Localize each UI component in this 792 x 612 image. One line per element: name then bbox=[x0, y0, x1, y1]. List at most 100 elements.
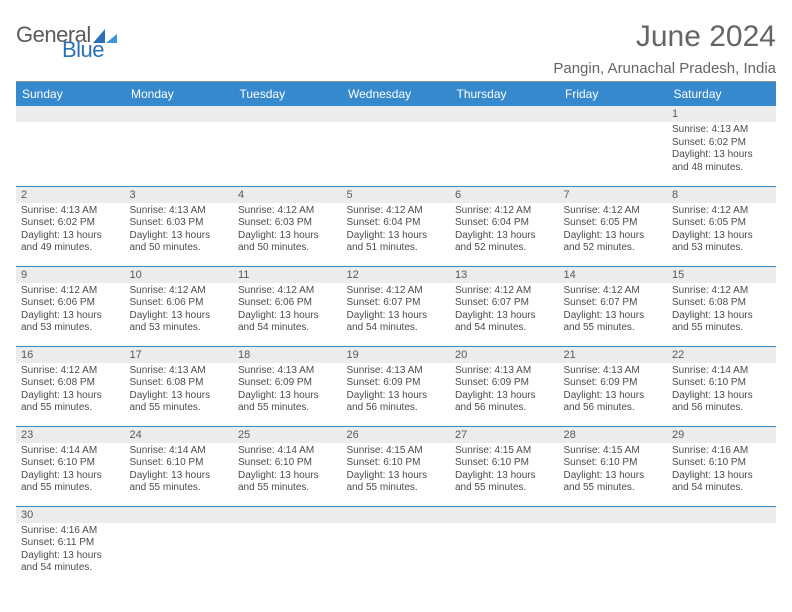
sunrise-text: Sunrise: 4:12 AM bbox=[672, 285, 771, 298]
day-number: 19 bbox=[342, 347, 451, 363]
sunset-text: Sunset: 6:08 PM bbox=[672, 297, 771, 310]
daylight-text-2: and 52 minutes. bbox=[564, 242, 663, 255]
calendar-day-cell: 4Sunrise: 4:12 AMSunset: 6:03 PMDaylight… bbox=[233, 186, 342, 266]
day-number: 30 bbox=[16, 507, 125, 523]
daylight-text-2: and 53 minutes. bbox=[130, 322, 229, 335]
weekday-header: Thursday bbox=[450, 82, 559, 106]
calendar-day-cell bbox=[342, 506, 451, 586]
daylight-text-2: and 56 minutes. bbox=[347, 402, 446, 415]
day-number: 25 bbox=[233, 427, 342, 443]
weekday-header: Monday bbox=[125, 82, 234, 106]
sunset-text: Sunset: 6:06 PM bbox=[21, 297, 120, 310]
weekday-header-row: SundayMondayTuesdayWednesdayThursdayFrid… bbox=[16, 82, 776, 106]
daylight-text-2: and 54 minutes. bbox=[455, 322, 554, 335]
day-details: Sunrise: 4:15 AMSunset: 6:10 PMDaylight:… bbox=[559, 443, 668, 498]
daylight-text-1: Daylight: 13 hours bbox=[130, 390, 229, 403]
day-details: Sunrise: 4:12 AMSunset: 6:04 PMDaylight:… bbox=[342, 203, 451, 258]
sunrise-text: Sunrise: 4:12 AM bbox=[347, 285, 446, 298]
daylight-text-2: and 55 minutes. bbox=[21, 482, 120, 495]
day-number bbox=[342, 106, 451, 122]
calendar-day-cell: 12Sunrise: 4:12 AMSunset: 6:07 PMDayligh… bbox=[342, 266, 451, 346]
calendar-week-row: 16Sunrise: 4:12 AMSunset: 6:08 PMDayligh… bbox=[16, 346, 776, 426]
daylight-text-1: Daylight: 13 hours bbox=[672, 390, 771, 403]
day-number: 5 bbox=[342, 187, 451, 203]
calendar-week-row: 2Sunrise: 4:13 AMSunset: 6:02 PMDaylight… bbox=[16, 186, 776, 266]
day-details: Sunrise: 4:14 AMSunset: 6:10 PMDaylight:… bbox=[16, 443, 125, 498]
calendar-day-cell: 19Sunrise: 4:13 AMSunset: 6:09 PMDayligh… bbox=[342, 346, 451, 426]
weekday-header: Friday bbox=[559, 82, 668, 106]
sunrise-text: Sunrise: 4:13 AM bbox=[347, 365, 446, 378]
day-details bbox=[342, 523, 451, 528]
daylight-text-1: Daylight: 13 hours bbox=[21, 470, 120, 483]
calendar-day-cell: 9Sunrise: 4:12 AMSunset: 6:06 PMDaylight… bbox=[16, 266, 125, 346]
sunrise-text: Sunrise: 4:12 AM bbox=[238, 205, 337, 218]
calendar-day-cell: 20Sunrise: 4:13 AMSunset: 6:09 PMDayligh… bbox=[450, 346, 559, 426]
day-details: Sunrise: 4:12 AMSunset: 6:06 PMDaylight:… bbox=[16, 283, 125, 338]
daylight-text-2: and 50 minutes. bbox=[130, 242, 229, 255]
day-details bbox=[233, 122, 342, 127]
daylight-text-1: Daylight: 13 hours bbox=[238, 390, 337, 403]
calendar-day-cell: 24Sunrise: 4:14 AMSunset: 6:10 PMDayligh… bbox=[125, 426, 234, 506]
day-details: Sunrise: 4:13 AMSunset: 6:09 PMDaylight:… bbox=[450, 363, 559, 418]
day-details: Sunrise: 4:15 AMSunset: 6:10 PMDaylight:… bbox=[450, 443, 559, 498]
day-details: Sunrise: 4:12 AMSunset: 6:07 PMDaylight:… bbox=[559, 283, 668, 338]
day-details: Sunrise: 4:13 AMSunset: 6:02 PMDaylight:… bbox=[16, 203, 125, 258]
calendar-day-cell bbox=[125, 106, 234, 186]
daylight-text-1: Daylight: 13 hours bbox=[21, 310, 120, 323]
brand-logo: General Blue bbox=[16, 26, 119, 59]
sunset-text: Sunset: 6:11 PM bbox=[21, 537, 120, 550]
sunset-text: Sunset: 6:06 PM bbox=[130, 297, 229, 310]
day-number bbox=[450, 507, 559, 523]
daylight-text-1: Daylight: 13 hours bbox=[672, 470, 771, 483]
calendar-day-cell bbox=[667, 506, 776, 586]
daylight-text-2: and 55 minutes. bbox=[672, 322, 771, 335]
day-number bbox=[559, 507, 668, 523]
sunrise-text: Sunrise: 4:15 AM bbox=[564, 445, 663, 458]
daylight-text-1: Daylight: 13 hours bbox=[130, 470, 229, 483]
brand-word-2: Blue bbox=[62, 41, 119, 60]
calendar-day-cell: 11Sunrise: 4:12 AMSunset: 6:06 PMDayligh… bbox=[233, 266, 342, 346]
sunset-text: Sunset: 6:04 PM bbox=[347, 217, 446, 230]
day-number: 29 bbox=[667, 427, 776, 443]
daylight-text-2: and 56 minutes. bbox=[564, 402, 663, 415]
calendar-day-cell: 26Sunrise: 4:15 AMSunset: 6:10 PMDayligh… bbox=[342, 426, 451, 506]
calendar-day-cell: 1Sunrise: 4:13 AMSunset: 6:02 PMDaylight… bbox=[667, 106, 776, 186]
daylight-text-1: Daylight: 13 hours bbox=[130, 230, 229, 243]
weekday-header: Tuesday bbox=[233, 82, 342, 106]
calendar-day-cell: 8Sunrise: 4:12 AMSunset: 6:05 PMDaylight… bbox=[667, 186, 776, 266]
day-number: 17 bbox=[125, 347, 234, 363]
sunrise-text: Sunrise: 4:12 AM bbox=[21, 365, 120, 378]
day-details bbox=[233, 523, 342, 528]
day-details bbox=[125, 523, 234, 528]
daylight-text-2: and 55 minutes. bbox=[347, 482, 446, 495]
daylight-text-2: and 53 minutes. bbox=[21, 322, 120, 335]
sunrise-text: Sunrise: 4:13 AM bbox=[455, 365, 554, 378]
sunset-text: Sunset: 6:06 PM bbox=[238, 297, 337, 310]
sunrise-text: Sunrise: 4:16 AM bbox=[672, 445, 771, 458]
sunrise-text: Sunrise: 4:12 AM bbox=[238, 285, 337, 298]
calendar-day-cell: 29Sunrise: 4:16 AMSunset: 6:10 PMDayligh… bbox=[667, 426, 776, 506]
daylight-text-1: Daylight: 13 hours bbox=[564, 390, 663, 403]
sunset-text: Sunset: 6:07 PM bbox=[347, 297, 446, 310]
sunrise-text: Sunrise: 4:15 AM bbox=[455, 445, 554, 458]
day-details: Sunrise: 4:12 AMSunset: 6:05 PMDaylight:… bbox=[667, 203, 776, 258]
calendar-day-cell: 10Sunrise: 4:12 AMSunset: 6:06 PMDayligh… bbox=[125, 266, 234, 346]
daylight-text-1: Daylight: 13 hours bbox=[130, 310, 229, 323]
day-details: Sunrise: 4:16 AMSunset: 6:10 PMDaylight:… bbox=[667, 443, 776, 498]
day-number: 11 bbox=[233, 267, 342, 283]
daylight-text-1: Daylight: 13 hours bbox=[672, 310, 771, 323]
sunrise-text: Sunrise: 4:12 AM bbox=[347, 205, 446, 218]
daylight-text-2: and 49 minutes. bbox=[21, 242, 120, 255]
day-number bbox=[16, 106, 125, 122]
calendar-week-row: 9Sunrise: 4:12 AMSunset: 6:06 PMDaylight… bbox=[16, 266, 776, 346]
day-number: 12 bbox=[342, 267, 451, 283]
daylight-text-2: and 52 minutes. bbox=[455, 242, 554, 255]
sunset-text: Sunset: 6:10 PM bbox=[238, 457, 337, 470]
daylight-text-1: Daylight: 13 hours bbox=[455, 310, 554, 323]
sunset-text: Sunset: 6:09 PM bbox=[347, 377, 446, 390]
day-details: Sunrise: 4:13 AMSunset: 6:08 PMDaylight:… bbox=[125, 363, 234, 418]
weekday-header: Wednesday bbox=[342, 82, 451, 106]
day-details: Sunrise: 4:13 AMSunset: 6:09 PMDaylight:… bbox=[342, 363, 451, 418]
sunrise-text: Sunrise: 4:14 AM bbox=[238, 445, 337, 458]
day-number: 7 bbox=[559, 187, 668, 203]
